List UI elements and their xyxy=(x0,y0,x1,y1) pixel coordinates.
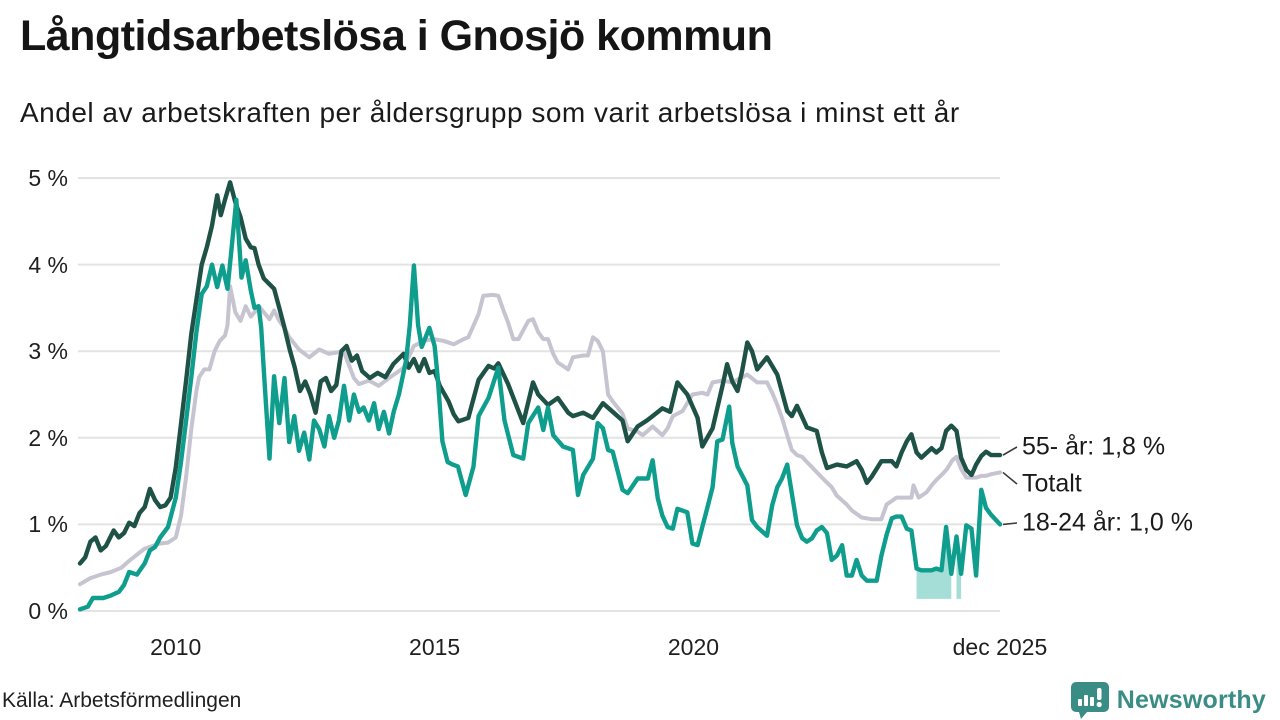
y-axis-label: 1 % xyxy=(28,511,68,538)
x-axis-label: 2015 xyxy=(409,634,461,660)
y-axis-label: 2 % xyxy=(28,424,68,451)
uncertainty-band xyxy=(916,527,952,599)
newsworthy-logo: Newsworthy xyxy=(1070,681,1266,719)
chart-subtitle: Andel av arbetskraften per åldersgrupp s… xyxy=(20,97,960,128)
series-end-label: 18-24 år: 1,0 % xyxy=(1022,508,1193,537)
x-axis-label: 2010 xyxy=(150,634,202,660)
x-axis-label: dec 2025 xyxy=(952,634,1048,660)
y-axis-label: 3 % xyxy=(28,338,68,365)
series-line-55-r xyxy=(77,180,1003,566)
newsworthy-speech-bubble-icon xyxy=(1070,682,1109,719)
series-end-label: Totalt xyxy=(1022,469,1082,498)
page-title: Långtidsarbetslösa i Gnosjö kommun xyxy=(20,12,773,60)
series-line-totalt xyxy=(78,284,1002,587)
newsworthy-wordmark: Newsworthy xyxy=(1116,685,1266,714)
y-axis-label: 5 % xyxy=(28,165,68,191)
y-axis-label: 0 % xyxy=(28,598,68,624)
series-end-label: 55- år: 1,8 % xyxy=(1022,432,1166,461)
y-axis-label: 4 % xyxy=(28,251,68,278)
x-axis-label: 2020 xyxy=(667,634,720,660)
source-note: Källa: Arbetsförmedlingen xyxy=(2,689,242,712)
series-line-18-24-r xyxy=(77,197,1003,612)
